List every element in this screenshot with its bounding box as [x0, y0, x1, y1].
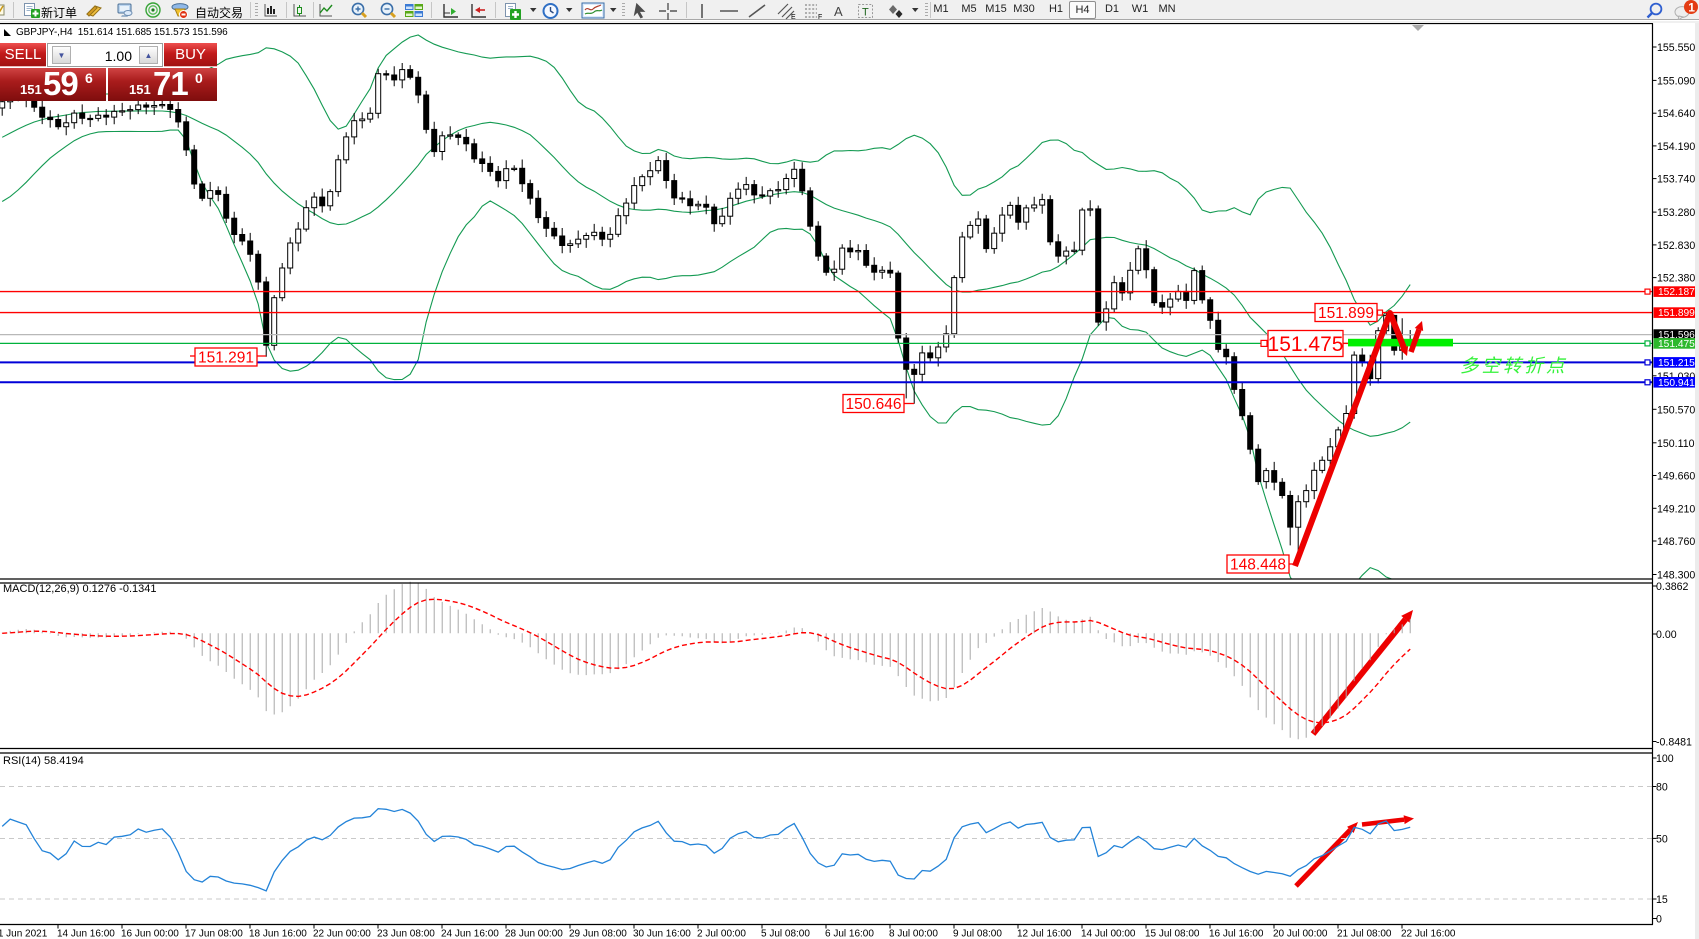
svg-text:1: 1 [1688, 1, 1695, 15]
svg-text:2 Jul 00:00: 2 Jul 00:00 [697, 929, 746, 939]
svg-text:153.280: 153.280 [1657, 207, 1695, 219]
svg-text:E: E [791, 14, 796, 20]
svg-text:28 Jun 00:00: 28 Jun 00:00 [505, 929, 563, 939]
svg-text:16 Jul 16:00: 16 Jul 16:00 [1209, 929, 1264, 939]
svg-text:100: 100 [1656, 753, 1674, 765]
svg-text:149.660: 149.660 [1657, 471, 1695, 483]
svg-text:16 Jun 00:00: 16 Jun 00:00 [121, 929, 179, 939]
svg-text:8 Jul 00:00: 8 Jul 00:00 [889, 929, 938, 939]
svg-text:0: 0 [1656, 914, 1662, 926]
svg-text:153.740: 153.740 [1657, 174, 1695, 186]
svg-text:RSI(14) 58.4194: RSI(14) 58.4194 [3, 755, 84, 767]
svg-text:-0.8481: -0.8481 [1656, 737, 1692, 749]
svg-text:80: 80 [1656, 782, 1668, 794]
svg-text:150.570: 150.570 [1657, 404, 1695, 416]
svg-text:14 Jun 16:00: 14 Jun 16:00 [57, 929, 115, 939]
svg-text:14 Jul 00:00: 14 Jul 00:00 [1081, 929, 1136, 939]
svg-text:MACD(12,26,9) 0.1276 -0.1341: MACD(12,26,9) 0.1276 -0.1341 [3, 583, 156, 595]
svg-text:22 Jul 16:00: 22 Jul 16:00 [1401, 929, 1456, 939]
svg-text:0.3862: 0.3862 [1656, 581, 1689, 593]
svg-text:152.187: 152.187 [1658, 287, 1695, 298]
svg-text:22 Jun 00:00: 22 Jun 00:00 [313, 929, 371, 939]
svg-text:154.190: 154.190 [1657, 141, 1695, 153]
svg-text:152.830: 152.830 [1657, 240, 1695, 252]
svg-text:A: A [834, 4, 843, 19]
svg-text:29 Jun 08:00: 29 Jun 08:00 [569, 929, 627, 939]
svg-text:6 Jul 16:00: 6 Jul 16:00 [825, 929, 874, 939]
svg-text:151.596: 151.596 [1658, 330, 1695, 341]
svg-text:21 Jul 08:00: 21 Jul 08:00 [1337, 929, 1392, 939]
svg-text:F: F [818, 14, 822, 20]
svg-text:5 Jul 08:00: 5 Jul 08:00 [761, 929, 810, 939]
svg-text:151.475: 151.475 [1658, 339, 1695, 350]
svg-text:148.760: 148.760 [1657, 536, 1695, 548]
svg-text:148.448: 148.448 [1230, 557, 1286, 574]
svg-text:20 Jul 00:00: 20 Jul 00:00 [1273, 929, 1328, 939]
svg-text:148.300: 148.300 [1657, 570, 1695, 582]
svg-text:150.646: 150.646 [845, 396, 901, 413]
svg-text:151.215: 151.215 [1658, 358, 1695, 369]
svg-text:149.210: 149.210 [1657, 503, 1695, 515]
svg-text:151.899: 151.899 [1318, 305, 1374, 322]
svg-text:11 Jun 2021: 11 Jun 2021 [0, 929, 48, 939]
svg-text:15: 15 [1656, 894, 1668, 906]
svg-text:155.090: 155.090 [1657, 75, 1695, 87]
svg-text:23 Jun 08:00: 23 Jun 08:00 [377, 929, 435, 939]
svg-text:155.550: 155.550 [1657, 42, 1695, 54]
svg-text:50: 50 [1656, 833, 1668, 845]
svg-text:12 Jul 16:00: 12 Jul 16:00 [1017, 929, 1072, 939]
svg-text:151.291: 151.291 [198, 350, 254, 367]
svg-text:多空转折点: 多空转折点 [1460, 355, 1568, 376]
svg-text:150.941: 150.941 [1658, 378, 1695, 389]
svg-text:152.380: 152.380 [1657, 273, 1695, 285]
svg-text:0.00: 0.00 [1656, 629, 1677, 641]
svg-text:18 Jun 16:00: 18 Jun 16:00 [249, 929, 307, 939]
svg-text:15 Jul 08:00: 15 Jul 08:00 [1145, 929, 1200, 939]
svg-text:9 Jul 08:00: 9 Jul 08:00 [953, 929, 1002, 939]
svg-text:150.110: 150.110 [1657, 438, 1695, 450]
svg-text:17 Jun 08:00: 17 Jun 08:00 [185, 929, 243, 939]
svg-text:24 Jun 16:00: 24 Jun 16:00 [441, 929, 499, 939]
svg-text:T: T [862, 7, 869, 19]
svg-text:151.475: 151.475 [1268, 333, 1344, 356]
svg-text:154.640: 154.640 [1657, 108, 1695, 120]
svg-text:30 Jun 16:00: 30 Jun 16:00 [633, 929, 691, 939]
svg-text:151.899: 151.899 [1658, 308, 1695, 319]
